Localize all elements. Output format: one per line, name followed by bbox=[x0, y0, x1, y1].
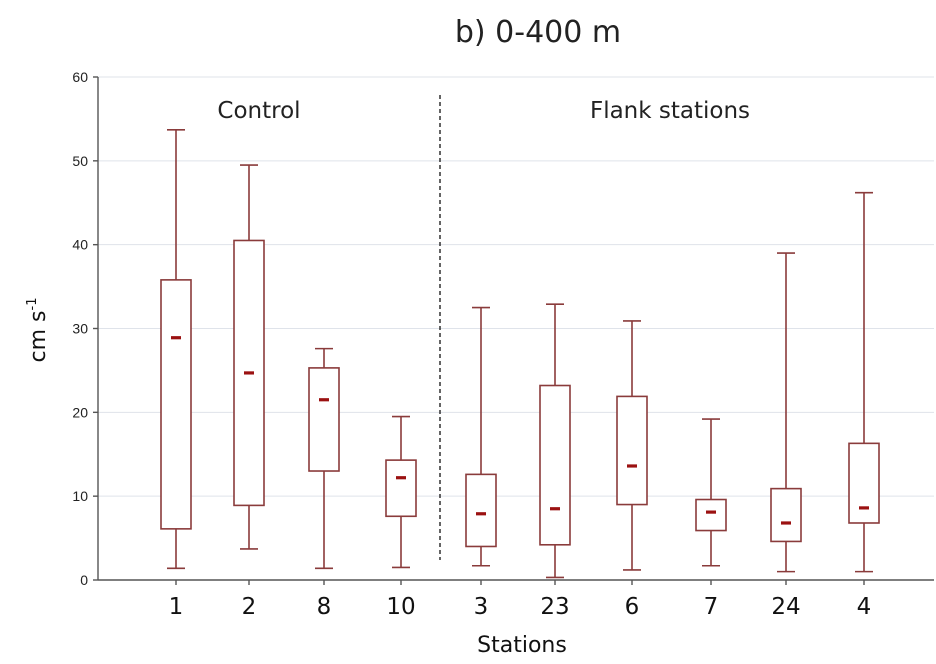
x-tick-label: 24 bbox=[771, 594, 800, 620]
iqr-box bbox=[616, 395, 648, 506]
x-tick-label: 7 bbox=[704, 594, 719, 620]
x-tick-label: 8 bbox=[317, 594, 332, 620]
iqr-box bbox=[465, 473, 497, 548]
y-axis-ticks: 0 10 20 30 40 50 60 bbox=[72, 69, 98, 588]
chart-title: b) 0-400 m bbox=[455, 15, 621, 50]
iqr-box bbox=[160, 279, 192, 530]
y-tick-label: 60 bbox=[72, 69, 88, 85]
boxes bbox=[160, 129, 880, 579]
y-axis-label-group: cm s-1 bbox=[25, 298, 51, 363]
iqr-box bbox=[695, 498, 727, 532]
y-tick-label: 50 bbox=[72, 153, 88, 169]
box-station-6 bbox=[616, 320, 648, 571]
iqr-box bbox=[770, 487, 802, 543]
iqr-box bbox=[308, 367, 340, 472]
box-station-1 bbox=[160, 129, 192, 570]
y-axis-label-main: cm s bbox=[26, 310, 51, 362]
iqr-box bbox=[539, 384, 571, 546]
y-tick-label: 10 bbox=[72, 488, 88, 504]
box-station-4 bbox=[848, 191, 880, 573]
y-axis-label: cm s-1 bbox=[25, 298, 51, 363]
box-station-10 bbox=[385, 415, 417, 569]
iqr-box bbox=[848, 442, 880, 524]
y-tick-label: 30 bbox=[72, 321, 88, 337]
x-tick-label: 6 bbox=[625, 594, 640, 620]
y-axis-label-superscript: -1 bbox=[25, 298, 40, 311]
box-station-2 bbox=[233, 164, 265, 550]
x-tick-label: 10 bbox=[386, 594, 415, 620]
x-tick-label: 1 bbox=[169, 594, 184, 620]
y-tick-label: 40 bbox=[72, 237, 88, 253]
y-tick-label: 20 bbox=[72, 404, 88, 420]
group-label-control: Control bbox=[217, 98, 300, 124]
gridlines bbox=[98, 76, 934, 497]
y-tick-label: 0 bbox=[80, 572, 88, 588]
iqr-box bbox=[385, 459, 417, 518]
x-tick-label: 23 bbox=[540, 594, 569, 620]
x-axis-ticks: 1 2 8 10 3 23 6 7 24 4 bbox=[169, 580, 872, 620]
box-station-24 bbox=[770, 252, 802, 573]
x-tick-label: 2 bbox=[242, 594, 257, 620]
x-axis-label: Stations bbox=[477, 633, 567, 658]
box-station-7 bbox=[695, 418, 727, 567]
box-station-3 bbox=[465, 306, 497, 567]
x-tick-label: 4 bbox=[857, 594, 872, 620]
box-station-23 bbox=[539, 303, 571, 579]
x-tick-label: 3 bbox=[474, 594, 489, 620]
box-station-8 bbox=[308, 347, 340, 570]
group-label-flank: Flank stations bbox=[590, 98, 750, 124]
